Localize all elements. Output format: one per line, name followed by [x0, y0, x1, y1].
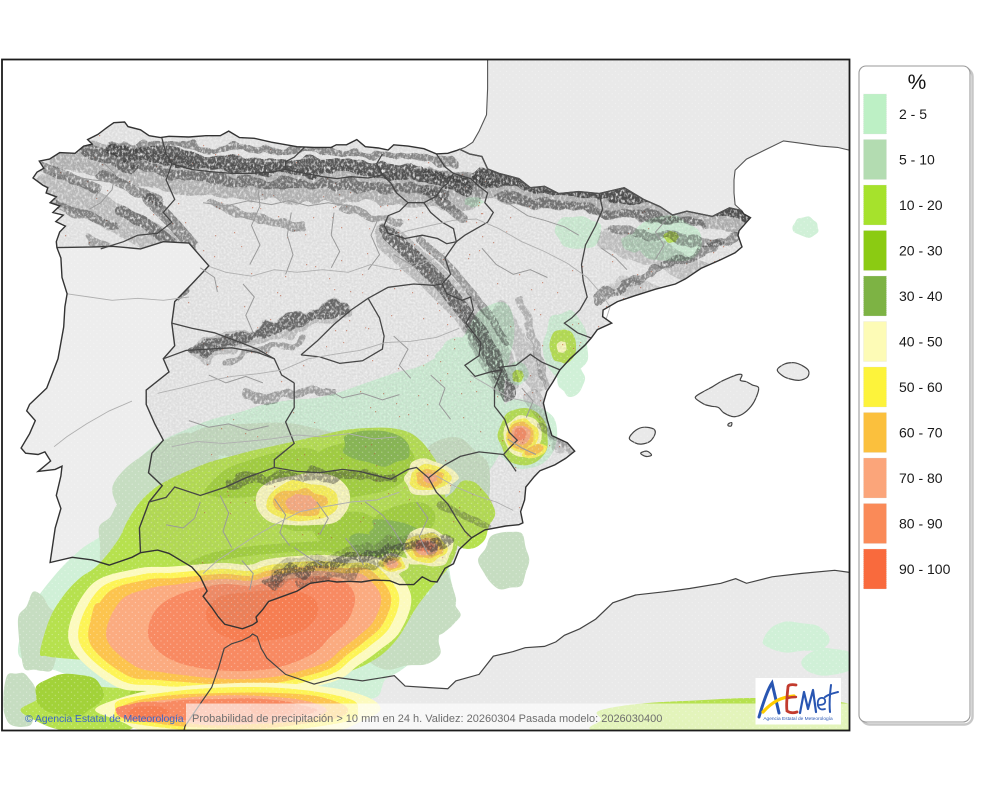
svg-text:20 - 30: 20 - 30 — [899, 243, 943, 259]
svg-text:60 - 70: 60 - 70 — [899, 425, 943, 441]
svg-text:50 - 60: 50 - 60 — [899, 379, 943, 395]
svg-text:40 - 50: 40 - 50 — [899, 334, 943, 350]
svg-text:70 - 80: 70 - 80 — [899, 470, 943, 486]
svg-text:5 - 10: 5 - 10 — [899, 152, 935, 168]
svg-text:10 - 20: 10 - 20 — [899, 197, 943, 213]
svg-text:© Agencia Estatal de Meteorolo: © Agencia Estatal de Meteorología — [25, 713, 184, 725]
svg-text:Agencia Estatal de Meteorologí: Agencia Estatal de Meteorología — [763, 716, 833, 722]
svg-text:80 - 90: 80 - 90 — [899, 516, 943, 532]
svg-text:Probabilidad de precipitación: Probabilidad de precipitación > 10 mm en… — [192, 713, 662, 725]
svg-text:%: % — [908, 71, 927, 94]
svg-text:2 - 5: 2 - 5 — [899, 106, 927, 122]
svg-text:30 - 40: 30 - 40 — [899, 288, 943, 304]
svg-text:90 - 100: 90 - 100 — [899, 561, 951, 577]
